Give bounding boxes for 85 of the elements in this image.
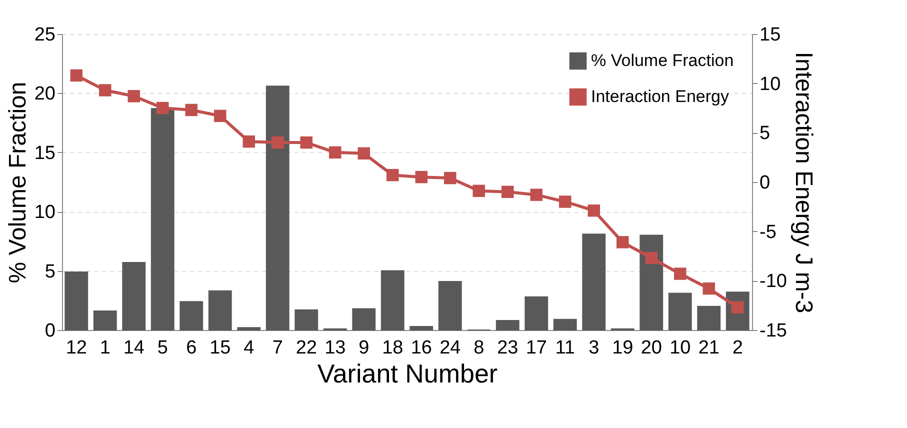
point [128,90,140,102]
x-tick-label: 16 [410,338,432,358]
x-tick-label: 23 [497,338,518,358]
x-tick-label: 12 [66,338,87,358]
bar [697,306,721,330]
point [185,104,198,116]
point [214,110,226,122]
y-tick-label: 15 [34,142,56,164]
point [559,196,572,208]
point [702,282,715,295]
point [444,172,456,184]
x-tick-label: 17 [526,338,547,358]
y-tick-label: 10 [34,202,56,224]
y2-tick-label: -5 [760,222,776,243]
bar [352,308,376,330]
x-tick-label: 21 [698,338,720,358]
x-tick-label: 4 [244,338,255,358]
point [300,136,312,149]
y-axis-title: % Volume Fraction [4,82,32,284]
x-tick-label: 3 [588,338,600,358]
x-axis-title: Variant Number [317,358,498,388]
point [645,252,658,264]
point [674,268,686,280]
legend-label: % Volume Fraction [591,51,734,70]
bar [208,290,232,330]
point [99,84,112,96]
y-tick-label: 5 [44,261,56,282]
point [156,102,169,114]
x-tick-label: 6 [186,338,197,358]
y2-tick-label: 5 [760,123,770,144]
x-tick-label: 8 [474,338,484,358]
bar [122,262,146,330]
bar [237,327,261,330]
y2-tick-label: 10 [760,74,781,95]
bar [410,326,434,330]
x-tick-label: 15 [210,338,231,358]
bar [380,270,404,330]
bar [524,296,548,330]
bar [668,292,692,330]
point [329,146,342,159]
bar [438,280,462,330]
x-tick-label: 9 [358,338,370,358]
x-tick-label: 5 [157,338,168,358]
bar [180,301,204,330]
bar [553,318,577,330]
point [502,186,514,198]
point [386,168,399,182]
bar [582,234,606,330]
x-tick-label: 19 [612,338,634,358]
point [70,69,82,82]
x-tick-label: 10 [670,338,691,358]
point [272,136,284,149]
y-tick-label: 25 [34,24,56,46]
x-tick-label: 20 [640,338,662,358]
x-tick-label: 24 [440,338,462,358]
point [530,188,542,201]
x-tick-label: 7 [272,338,283,358]
y2-axis-title: Interaction Energy J m-3 [790,52,817,314]
bar [64,271,88,330]
bar [266,86,290,330]
bar [496,320,520,330]
y2-tick-label: 0 [760,172,770,194]
legend-label: Interaction Energy [591,87,730,106]
bar [93,310,117,330]
y-tick-label: 20 [34,84,56,105]
bar [294,309,318,330]
x-tick-label: 11 [555,338,575,358]
bar [640,234,664,330]
y2-tick-label: -10 [760,271,787,292]
x-tick-label: 2 [732,338,743,358]
x-tick-label: 1 [100,338,110,358]
point [358,147,370,160]
y-tick-label: 0 [44,320,56,342]
y2-tick-label: 15 [760,24,781,46]
point [472,184,485,198]
point [588,204,600,217]
x-tick-label: 13 [324,338,346,358]
bar [150,108,174,330]
y2-tick-label: -15 [760,320,787,342]
x-tick-label: 18 [382,338,404,358]
point [242,135,255,148]
x-tick-label: 14 [123,338,145,358]
point [616,236,629,248]
x-tick-label: 22 [296,338,317,358]
point [415,170,428,184]
